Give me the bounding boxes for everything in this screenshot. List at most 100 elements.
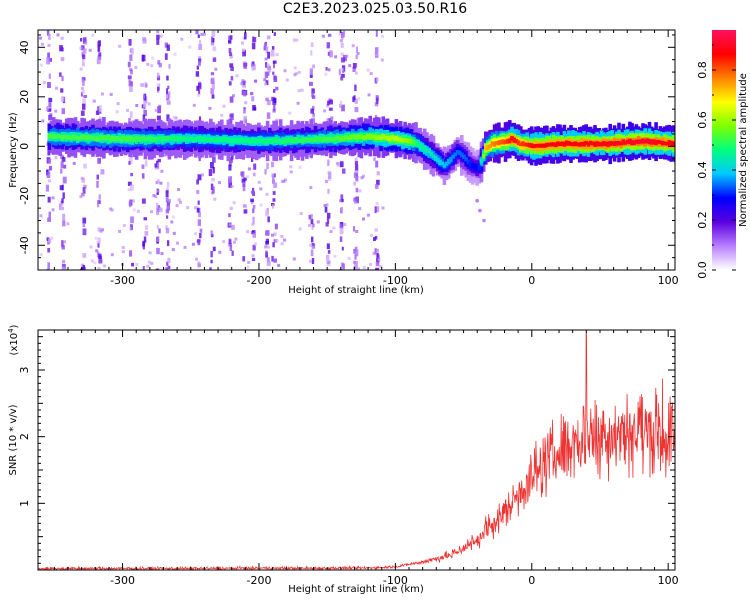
spectrogram-noise-cell: [297, 70, 301, 74]
snr-marks: [38, 332, 675, 570]
spectrogram-ridge-cell: [47, 133, 52, 139]
spectrogram-noise-cell: [128, 161, 131, 165]
spectrogram-noise-cell: [48, 179, 51, 183]
spectrogram-noise-cell: [210, 41, 215, 46]
spectrogram-ridge-cell: [617, 141, 621, 146]
spectrogram-noise-cell: [374, 77, 378, 84]
spectrogram-ridge-cell: [418, 143, 423, 149]
spectrogram-noise-cell: [82, 63, 85, 67]
spectrogram-ridge-cell: [477, 165, 482, 171]
colorbar-tick-label: 0.2: [696, 211, 709, 229]
spectrogram-ridge-cell: [562, 141, 567, 147]
spectrogram-noise-cell: [252, 232, 256, 238]
spectrogram-noise-cell: [197, 239, 201, 246]
snr-x-tick-label: -300: [110, 574, 135, 587]
spectrogram-noise-cell: [122, 224, 126, 228]
spectrogram-ridge-cell: [549, 142, 554, 147]
spectrogram-ridge-cell: [167, 136, 172, 140]
spectrogram-noise-cell: [311, 224, 314, 230]
spectrogram-ridge-cell: [545, 142, 549, 148]
spectrogram-ridge-cell: [206, 137, 211, 142]
spectrogram-noise-cell: [128, 118, 131, 125]
spectrogram-noise-cell: [166, 215, 169, 219]
spectrogram-noise-cell: [250, 190, 255, 195]
spectrogram-noise-cell: [312, 105, 315, 111]
spectrogram-noise-cell: [128, 200, 132, 208]
spectrogram-ridge-cell: [196, 136, 200, 141]
spectrogram-noise-cell: [367, 93, 371, 97]
spectrogram-ridge-cell: [381, 133, 386, 140]
spectrogram-noise-cell: [244, 32, 247, 40]
spectrogram-ridge-cell: [353, 134, 357, 140]
spectrogram-ridge-cell: [56, 134, 60, 139]
spectrogram-noise-cell: [273, 104, 276, 112]
snr-plot-area: [38, 330, 675, 570]
spectrogram-ridge-cell: [636, 139, 641, 144]
spectrogram-noise-cell: [99, 229, 103, 233]
spectrogram-noise-cell: [157, 179, 160, 184]
spectrogram-noise-cell: [354, 261, 358, 268]
snr-y-tick-label: 2: [18, 433, 31, 440]
spectrogram-noise-cell: [339, 39, 343, 43]
spectrogram-noise-cell: [293, 66, 297, 70]
spectrogram-noise-cell: [157, 75, 161, 81]
spectrogram-noise-cell: [373, 157, 376, 161]
spectrogram-noise-cell: [39, 63, 43, 67]
spectrogram-noise-cell: [275, 53, 279, 57]
spectrogram-noise-cell: [203, 32, 206, 36]
spectrogram-noise-cell: [141, 198, 146, 204]
spectrogram-noise-cell: [266, 63, 270, 67]
spectrogram-noise-cell: [228, 213, 231, 218]
spectrogram-ridge-cell: [158, 136, 163, 141]
spectrogram-noise-cell: [211, 178, 215, 182]
spectrogram-noise-cell: [156, 160, 159, 165]
spectrogram-ridge-cell: [427, 148, 431, 153]
spectrogram-noise-cell: [251, 65, 256, 71]
spectrogram-noise-cell: [96, 180, 99, 188]
spectrogram-noise-cell: [195, 257, 198, 261]
spectrogram-noise-cell: [292, 38, 296, 42]
spectrogram-noise-cell: [265, 209, 269, 217]
spectrogram-noise-cell: [230, 66, 234, 71]
spectrogram-ridge-cell: [298, 138, 303, 143]
spectrogram-noise-cell: [266, 245, 270, 249]
spectrogram-ridge-cell: [108, 137, 113, 142]
spectrogram-noise-cell: [272, 175, 275, 180]
spectrogram-ridge-cell: [261, 138, 265, 143]
spectrogram-ridge-cell: [468, 161, 473, 167]
spectrogram-noise-cell: [83, 163, 87, 169]
spectrogram-noise-cell: [354, 84, 357, 92]
spectrogram-noise-cell: [478, 208, 482, 213]
spectrogram-ridge-cell: [669, 140, 674, 146]
spectrogram-ridge-cell: [396, 137, 401, 142]
spectrogram-noise-cell: [376, 252, 379, 258]
spectrogram-ridge-cell: [233, 138, 237, 144]
spectrogram-noise-cell: [326, 104, 329, 108]
spectrogram-noise-cell: [144, 83, 148, 88]
spectrogram-noise-cell: [46, 171, 51, 178]
spectrogram-noise-cell: [241, 79, 245, 83]
snr-series-line: [38, 332, 675, 570]
spectrogram-noise-cell: [234, 237, 238, 241]
spectrogram-noise-cell: [311, 246, 315, 249]
spectrogram-noise-cell: [110, 253, 114, 257]
spectrogram-noise-cell: [272, 242, 275, 248]
spectrogram-noise-cell: [372, 251, 376, 255]
spectrogram-noise-cell: [263, 78, 267, 82]
spectrogram-noise-cell: [61, 198, 64, 204]
spectrogram-ridge-cell: [93, 136, 97, 141]
spectrogram-noise-cell: [284, 178, 287, 182]
spectrogram-noise-cell: [354, 169, 359, 174]
spectrogram-noise-cell: [166, 181, 170, 187]
spectrogram-noise-cell: [271, 233, 274, 237]
spectrogram-noise-cell: [343, 223, 347, 226]
figure-title: C2E3.2023.025.03.50.R16: [282, 1, 468, 17]
spectrogram-ridge-cell: [213, 137, 217, 142]
spectrogram-noise-cell: [157, 60, 161, 65]
spectrogram-noise-cell: [327, 118, 331, 125]
spectrogram-noise-cell: [275, 86, 279, 91]
spectrogram-noise-cell: [196, 190, 200, 194]
spectrogram-noise-cell: [173, 268, 177, 270]
spectrogram-noise-cell: [354, 157, 358, 165]
spectrogram-noise-cell: [354, 254, 357, 260]
